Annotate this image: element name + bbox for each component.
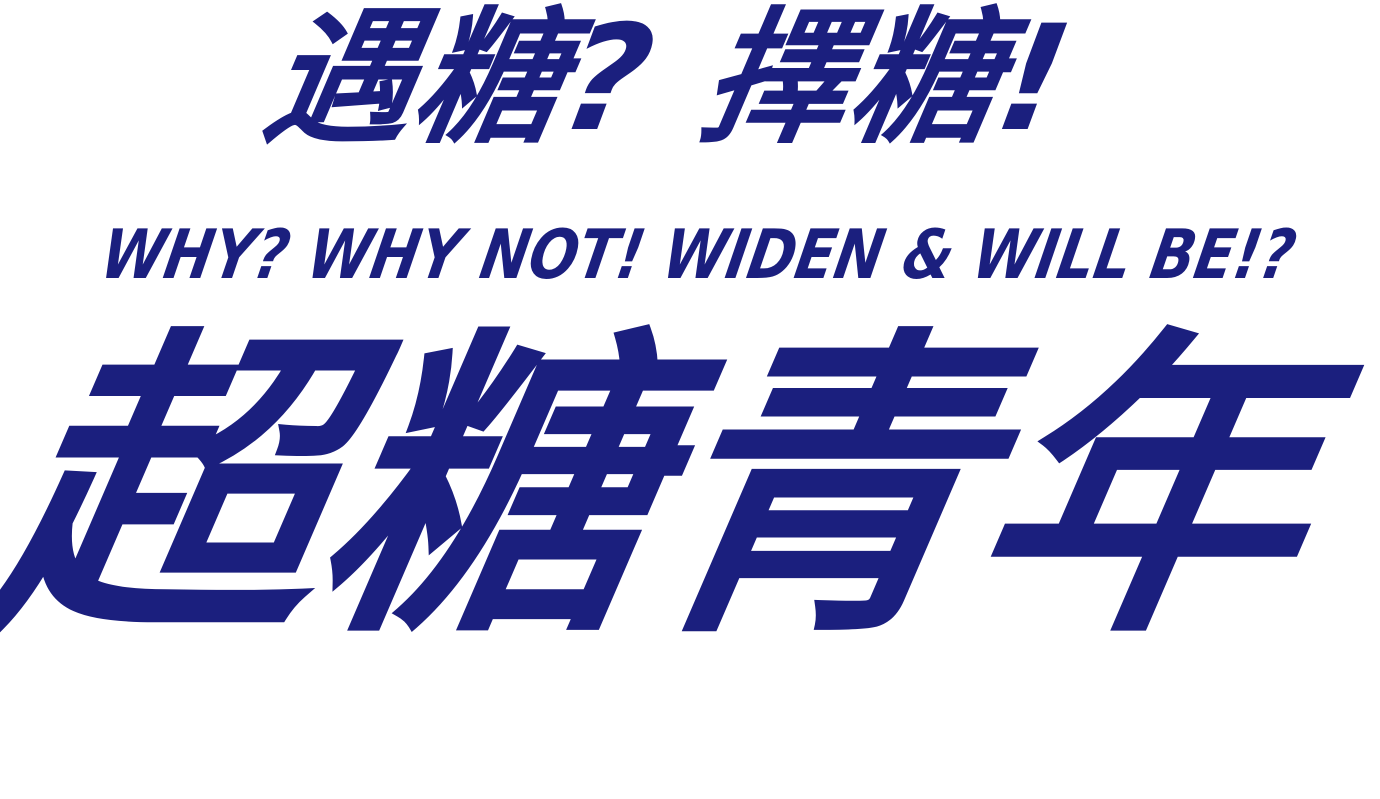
- logo-title: 超糖青年: [0, 304, 1341, 676]
- logo-tagline: WHY? WHY NOT! WIDEN & WILL BE!?: [95, 216, 1302, 295]
- logo-headline: 遇糖? 擇糖!: [254, 0, 1085, 164]
